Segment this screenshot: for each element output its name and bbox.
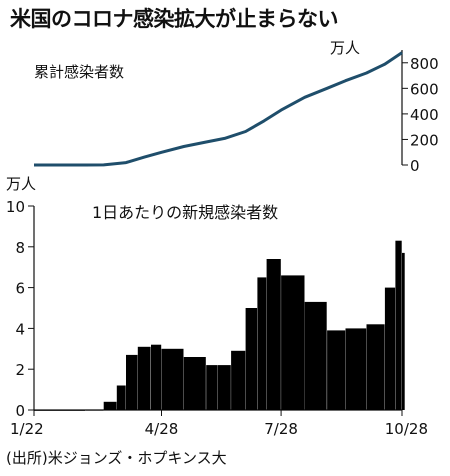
daily-bar [245,308,258,410]
daily-y-tick-label: 8 [15,239,25,257]
cumulative-y-tick-label: 800 [410,55,439,73]
daily-chart: 万人 1日あたりの新規感染者数 0 2 4 6 8 10 1/22 4/28 7/28 10/2… [6,175,428,438]
daily-bar [281,275,305,410]
daily-bar [183,357,206,410]
daily-unit: 万人 [6,175,36,193]
daily-bar [85,409,104,411]
cumulative-series-line [34,51,403,167]
daily-bar [366,324,385,410]
daily-bar [327,330,346,410]
daily-bar [151,344,162,410]
daily-x-ticks: 1/22 4/28 7/28 10/28 [10,410,428,438]
daily-y-tick-label: 2 [15,361,25,379]
source-note: (出所)米ジョンズ・ホプキンス大 [6,449,227,467]
daily-bar [137,346,151,410]
cumulative-y-ticks: 0 200 400 600 800 [402,55,439,175]
daily-bar [218,365,231,410]
cumulative-y-tick-label: 400 [410,106,439,124]
daily-y-ticks: 0 2 4 6 8 10 [6,198,34,420]
daily-bar [206,365,218,410]
daily-x-tick-label: 10/28 [385,420,428,438]
daily-bar [395,240,402,410]
daily-x-tick-label: 1/22 [10,420,44,438]
cumulative-title: 累計感染者数 [34,63,124,81]
cumulative-y-tick-label: 200 [410,131,439,149]
daily-bar [103,401,117,410]
daily-title: 1日あたりの新規感染者数 [92,203,278,222]
daily-x-tick-label: 7/28 [264,420,298,438]
daily-bar [257,277,267,410]
cumulative-unit: 万人 [330,39,360,57]
daily-x-tick-label: 4/28 [145,420,179,438]
daily-bar [304,301,327,410]
daily-bar [116,385,126,410]
daily-y-tick-label: 4 [15,320,25,338]
daily-bars [34,240,405,411]
daily-bar [266,259,281,410]
daily-y-tick-label: 6 [15,280,25,298]
daily-bar [126,354,138,410]
daily-bar [402,252,405,410]
daily-y-tick-label: 10 [6,198,25,216]
daily-y-tick-label: 0 [15,402,25,420]
daily-bar [231,350,246,410]
daily-bar [345,328,367,410]
daily-bar [34,410,85,411]
cumulative-chart: 累計感染者数 万人 0 200 400 600 800 [34,39,439,175]
cumulative-y-tick-label: 0 [410,157,420,175]
daily-bar [161,348,184,410]
daily-bar [384,287,396,410]
page-title: 米国のコロナ感染拡大が止まらない [10,7,339,31]
cumulative-y-tick-label: 600 [410,80,439,98]
